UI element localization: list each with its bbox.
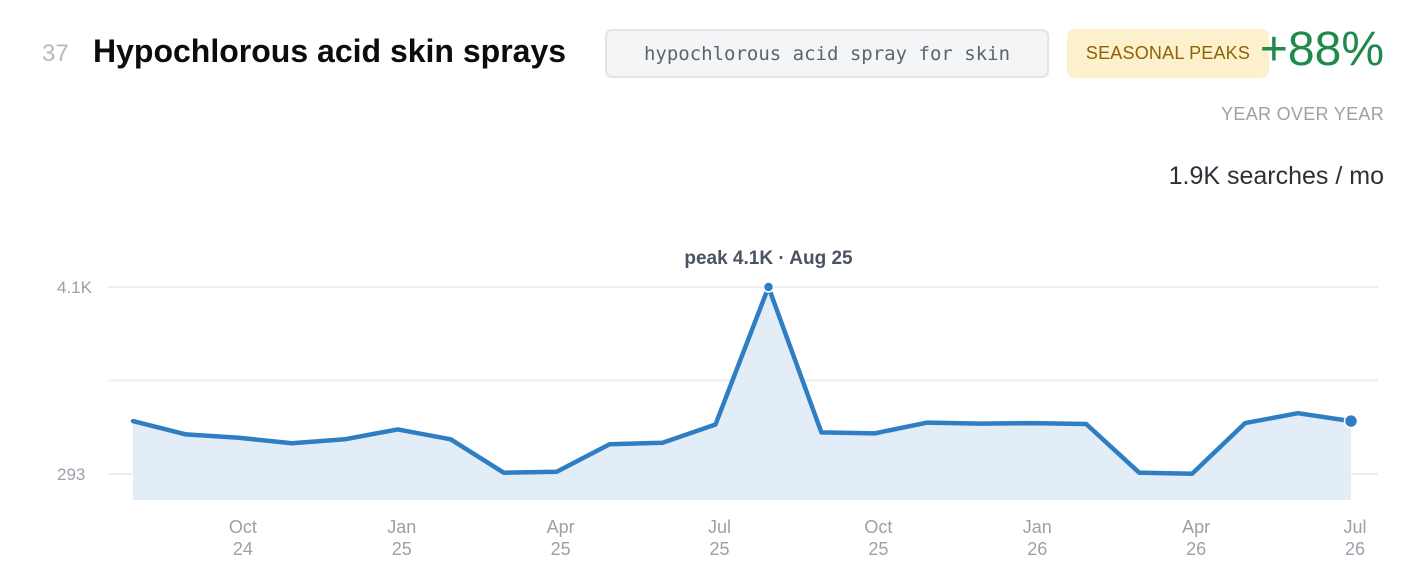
x-tick-month: Jan bbox=[1023, 517, 1052, 537]
peak-label: peak 4.1K · Aug 25 bbox=[684, 248, 853, 269]
x-tick-month: Apr bbox=[1182, 517, 1210, 537]
x-tick-month: Oct bbox=[229, 517, 257, 537]
peak-point bbox=[762, 281, 775, 293]
x-tick-year: 26 bbox=[1345, 539, 1365, 559]
growth-value: +88% bbox=[1259, 23, 1384, 76]
y-tick-label: 293 bbox=[57, 465, 85, 484]
search-volume: 1.9K searches / mo bbox=[1168, 162, 1384, 190]
x-tick-year: 25 bbox=[392, 539, 412, 559]
seasonal-badge: SEASONAL PEAKS bbox=[1067, 29, 1269, 78]
y-tick-label: 4.1K bbox=[57, 278, 93, 297]
x-tick-year: 26 bbox=[1186, 539, 1206, 559]
x-tick-month: Oct bbox=[864, 517, 892, 537]
latest-point bbox=[1343, 413, 1359, 429]
x-tick-month: Jul bbox=[708, 517, 731, 537]
trend-title: Hypochlorous acid skin sprays bbox=[93, 33, 567, 69]
x-tick-month: Jan bbox=[387, 517, 416, 537]
x-tick-year: 25 bbox=[868, 539, 888, 559]
x-tick-year: 25 bbox=[710, 539, 730, 559]
trend-rank: 37 bbox=[42, 40, 69, 67]
x-tick-year: 26 bbox=[1027, 539, 1047, 559]
y-axis-ticks: 4.1K 293 bbox=[57, 278, 93, 484]
growth-label: YEAR OVER YEAR bbox=[1221, 104, 1384, 124]
chart-markers: peak 4.1K · Aug 25 bbox=[684, 248, 1359, 429]
trend-line bbox=[130, 284, 1354, 476]
x-tick-year: 25 bbox=[551, 539, 571, 559]
search-query-chip[interactable]: hypochlorous acid spray for skin bbox=[605, 29, 1049, 78]
x-tick-year: 24 bbox=[233, 539, 253, 559]
x-tick-month: Apr bbox=[547, 517, 575, 537]
trend-area bbox=[133, 287, 1351, 500]
x-tick-month: Jul bbox=[1343, 517, 1366, 537]
